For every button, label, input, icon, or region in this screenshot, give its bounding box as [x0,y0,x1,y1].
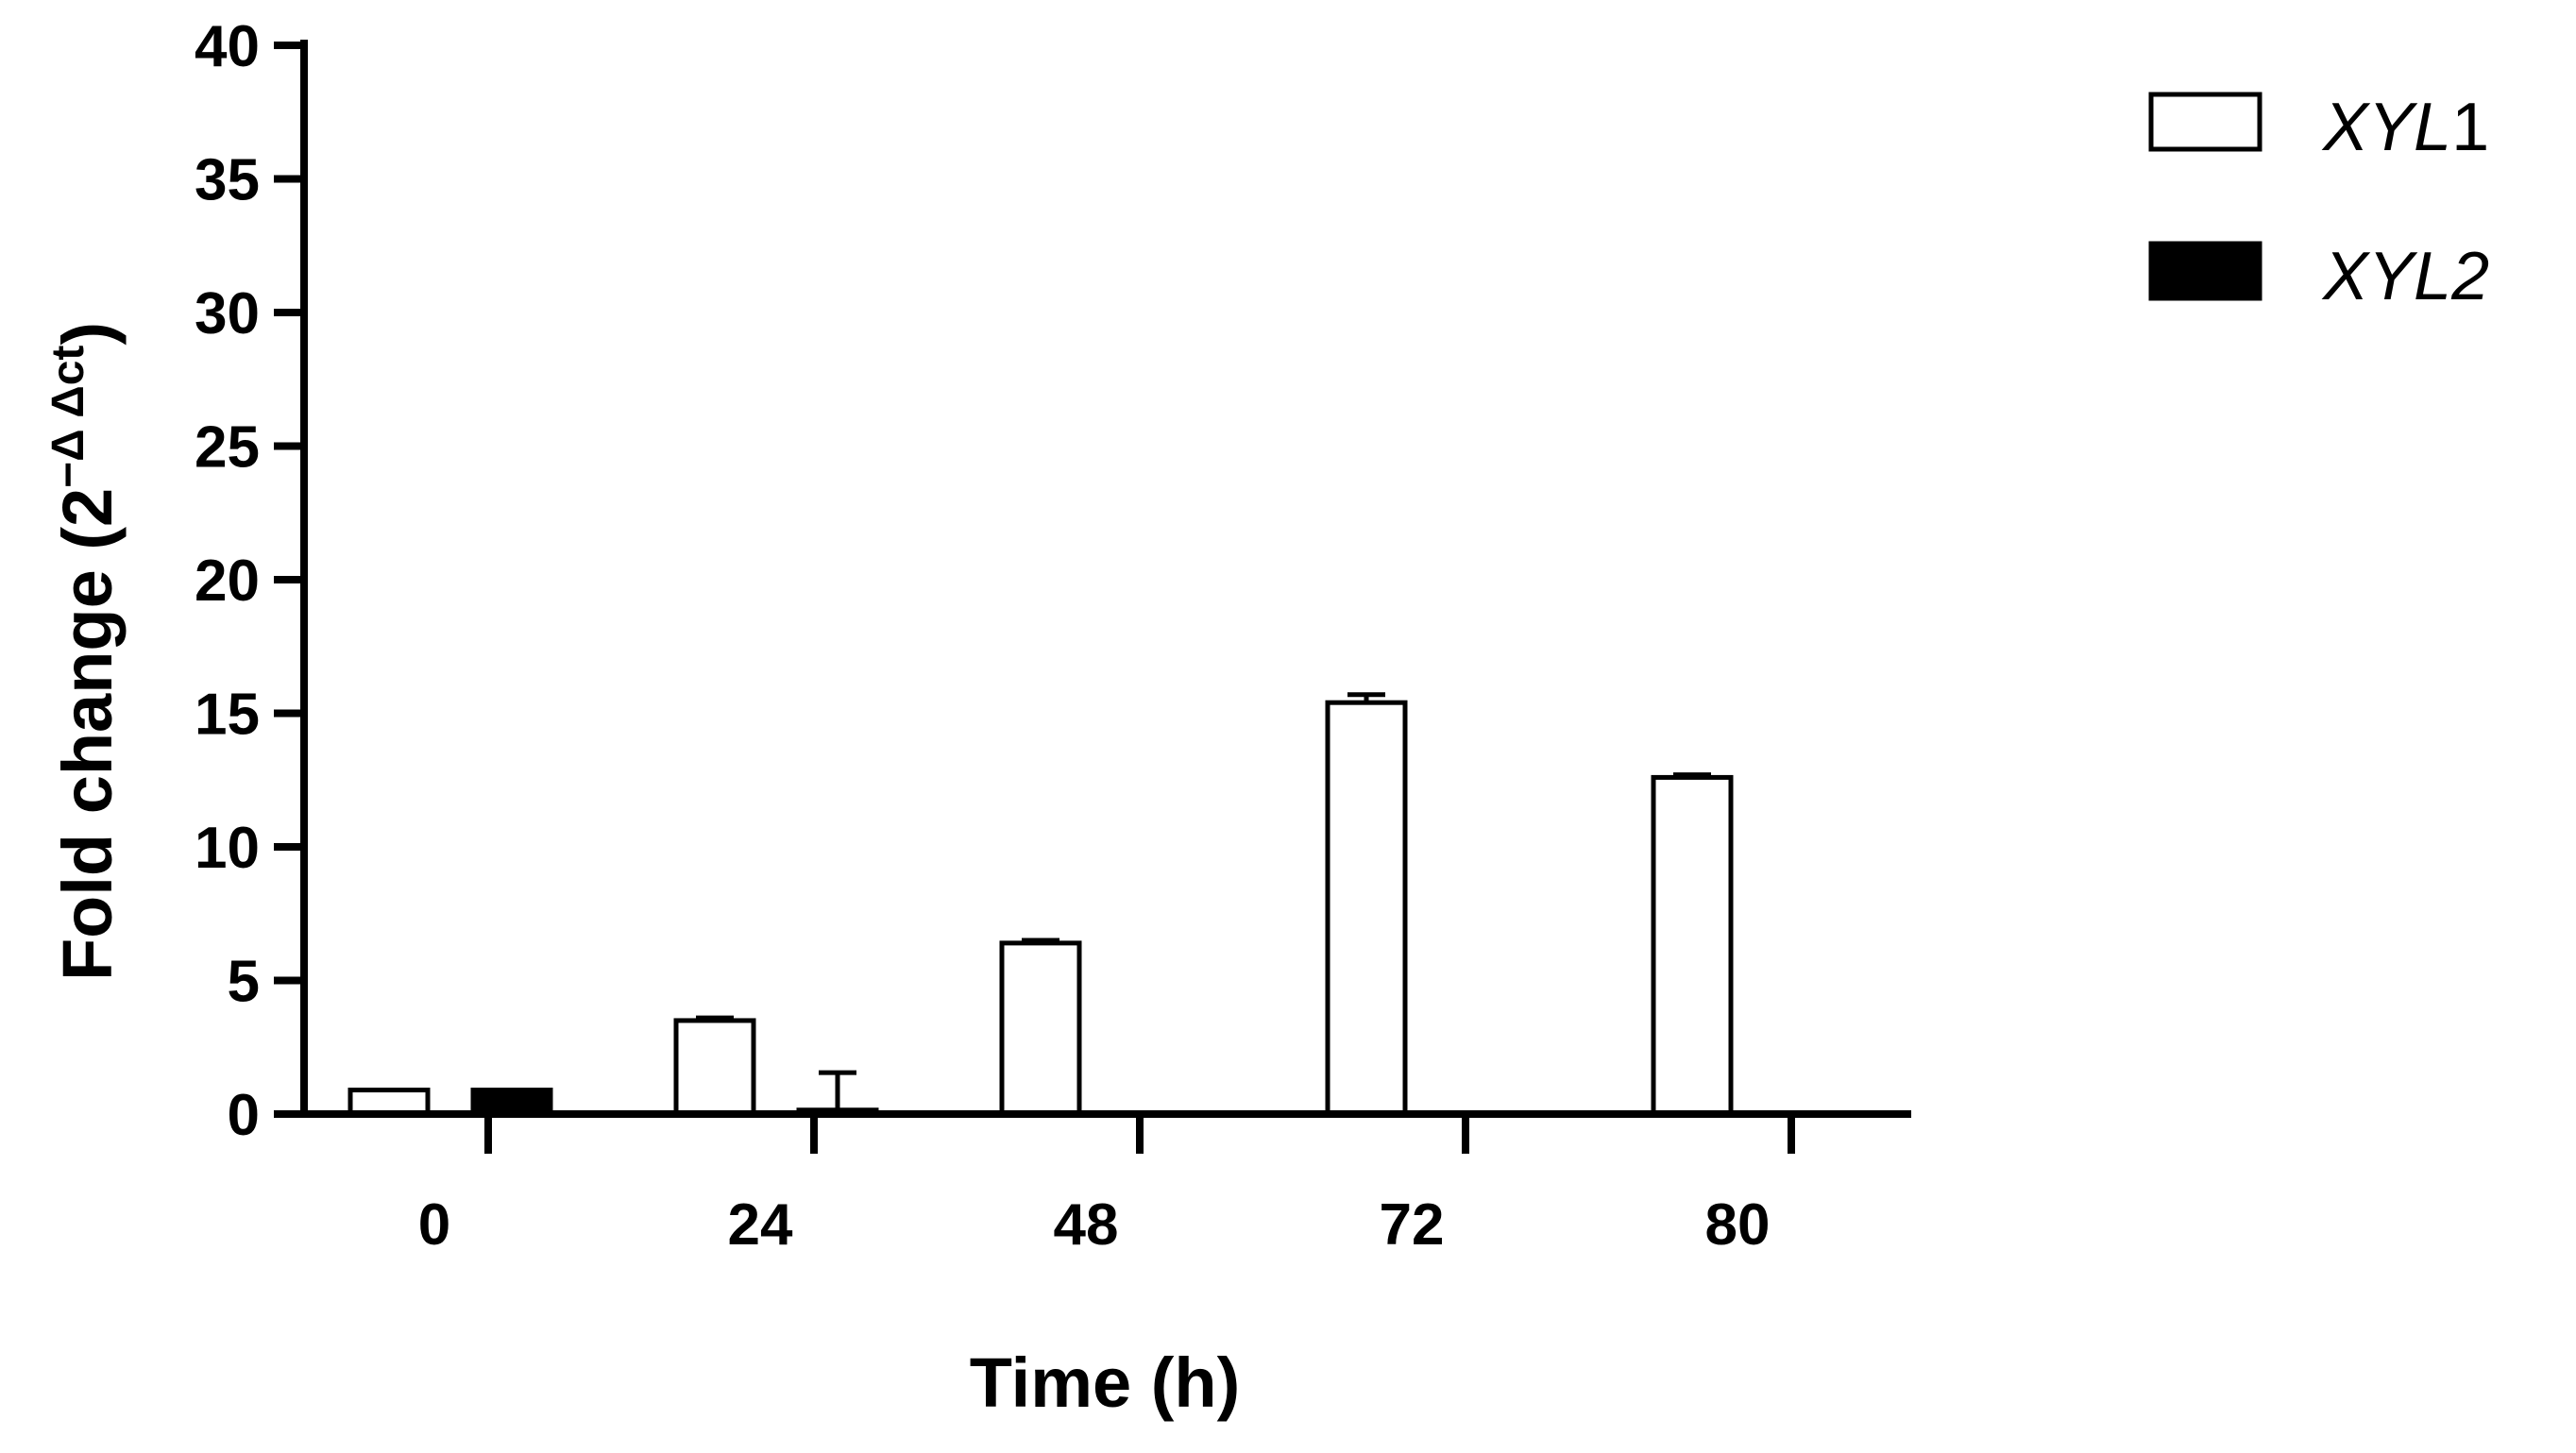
y-tick-label-10: 10 [195,816,260,881]
legend-label-xyl2: XYL2 [2321,239,2489,314]
x-tick-label-80: 80 [1705,1192,1771,1258]
y-tick-label-20: 20 [195,549,260,614]
y-axis-title-close: ) [48,322,127,346]
y-axis-ticks: 0 5 10 15 20 25 30 35 40 [195,14,304,1148]
y-tick-label-30: 30 [195,281,260,346]
y-axis-title-main: Fold change (2 [48,488,127,981]
bar-xyl1-48 [999,940,1082,1117]
y-tick-label-35: 35 [195,148,260,213]
x-tick-label-72: 72 [1380,1192,1445,1258]
x-tick-label-24: 24 [728,1192,793,1258]
legend: XYL1 XYL2 [2148,90,2489,314]
error-bars-layer [696,692,1711,1110]
x-axis-ticks: 0 24 48 72 80 [418,1114,1795,1258]
bars-layer [347,700,1734,1117]
legend-swatch-xyl1 [2148,92,2262,152]
x-tick-label-48: 48 [1054,1192,1119,1258]
y-tick-label-40: 40 [195,14,260,79]
bar-xyl1-24 [673,1018,756,1117]
x-tick-label-0: 0 [418,1192,450,1258]
legend-swatch-xyl2 [2148,241,2262,301]
y-axis-title: Fold change (2−Δ Δct) [43,322,127,981]
x-axis-title: Time (h) [970,1343,1240,1422]
bar-xyl1-72 [1325,700,1408,1117]
y-tick-label-15: 15 [195,683,260,748]
legend-label-xyl1: XYL1 [2321,90,2489,165]
bar-xyl1-80 [1651,774,1734,1117]
y-tick-label-0: 0 [228,1083,260,1148]
y-axis-title-superscript: −Δ Δct [43,346,93,488]
y-tick-label-25: 25 [195,415,260,481]
y-tick-label-5: 5 [228,950,260,1015]
